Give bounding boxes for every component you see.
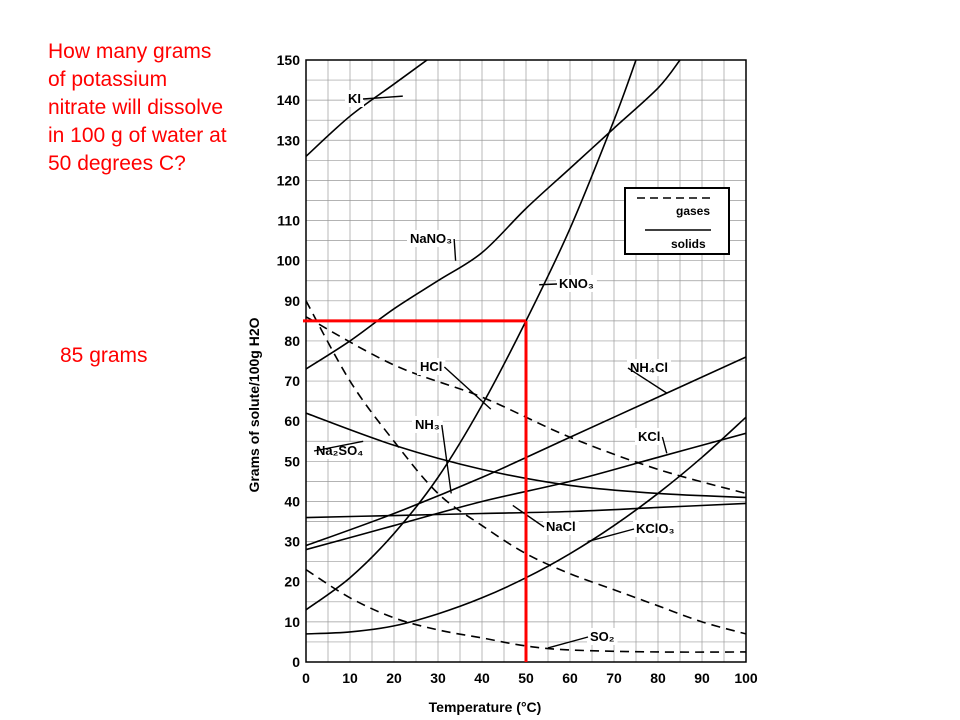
- curve-leader-line: [539, 283, 558, 286]
- curve-leader-line: [661, 436, 668, 454]
- curve-label-kcl: KCl: [638, 429, 660, 444]
- legend-solids-label: solids: [671, 237, 706, 251]
- y-tick-label: 10: [284, 614, 300, 630]
- legend-gases-label: gases: [676, 204, 710, 218]
- y-tick-label: 140: [277, 92, 301, 108]
- y-tick-label: 100: [277, 253, 301, 269]
- y-tick-label: 80: [284, 333, 300, 349]
- curve-label-bg: [627, 359, 671, 376]
- curve-leader-line: [441, 424, 452, 494]
- curve-label-ki: KI: [348, 91, 361, 106]
- answer-annotation: [303, 319, 528, 662]
- series-line-so2: [306, 569, 746, 653]
- x-tick-label: 10: [342, 670, 358, 686]
- y-tick-label: 0: [292, 654, 300, 670]
- curve-label-bg: [543, 518, 579, 535]
- curve-label-nano3: NaNO₃: [410, 231, 452, 246]
- curve-label-bg: [412, 416, 443, 433]
- y-tick-label: 20: [284, 574, 300, 590]
- x-axis-ticks: 0 10 20 30 40 50 60 70 80 90 100: [302, 670, 758, 686]
- x-axis-label: Temperature (°C): [429, 699, 542, 715]
- curve-leader-line: [547, 636, 589, 649]
- y-axis-label: Grams of solute/100g H2O: [246, 317, 262, 492]
- curve-label-kno3: KNO₃: [559, 276, 594, 291]
- y-tick-label: 90: [284, 293, 300, 309]
- series-line-kno3: [306, 60, 637, 611]
- curve-leader-line: [512, 504, 545, 528]
- solubility-curves: [306, 60, 746, 653]
- curve-labels: KI NaNO₃ KNO₃ NH₄Cl KCl NaCl Na₂SO₄ KClO₃ HCl NH₃…: [313, 90, 678, 649]
- x-tick-label: 100: [734, 670, 758, 686]
- series-line-nano3: [306, 60, 681, 370]
- curve-label-so2: SO₂: [590, 629, 615, 644]
- curve-label-nh3: NH₃: [415, 417, 440, 432]
- curve-label-bg: [556, 275, 597, 292]
- curve-label-na2so4: Na₂SO₄: [316, 443, 363, 458]
- x-tick-label: 60: [562, 670, 578, 686]
- x-tick-label: 50: [518, 670, 534, 686]
- y-tick-label: 60: [284, 413, 300, 429]
- y-tick-label: 110: [277, 213, 300, 229]
- series-line-ki: [306, 60, 429, 157]
- series-line-nh3: [306, 300, 746, 635]
- y-tick-label: 130: [277, 132, 301, 148]
- legend: gases solids: [624, 187, 730, 255]
- y-tick-label: 40: [284, 493, 300, 509]
- curve-leader-line: [627, 367, 668, 394]
- y-tick-label: 50: [284, 453, 300, 469]
- curve-label-bg: [635, 428, 664, 445]
- curve-label-nh4cl: NH₄Cl: [630, 360, 668, 375]
- curve-label-nacl: NaCl: [546, 519, 576, 534]
- curve-leader-line: [362, 95, 403, 100]
- y-tick-label: 120: [277, 172, 301, 188]
- y-tick-label: 70: [284, 373, 300, 389]
- curve-leader-line: [443, 366, 492, 410]
- y-tick-label: 150: [277, 52, 301, 68]
- y-axis-ticks: 0 10 20 30 40 50 60 70 80 90 100 110 120 130 140 150: [277, 52, 301, 670]
- curve-label-bg: [407, 230, 456, 247]
- series-line-hcl: [306, 316, 746, 495]
- question-text: How many grams of potassium nitrate will…: [48, 40, 227, 175]
- x-tick-label: 30: [430, 670, 446, 686]
- x-tick-label: 70: [606, 670, 622, 686]
- x-tick-label: 20: [386, 670, 402, 686]
- curve-leader-line: [587, 528, 635, 543]
- curve-label-bg: [345, 90, 364, 107]
- curve-leader-line: [453, 238, 457, 261]
- curve-label-bg: [313, 442, 367, 459]
- curve-label-hcl: HCl: [420, 359, 442, 374]
- curve-label-bg: [417, 358, 446, 375]
- curve-label-bg: [633, 520, 678, 537]
- x-tick-label: 0: [302, 670, 310, 686]
- answer-text: 85 grams: [60, 344, 148, 367]
- y-tick-label: 30: [284, 534, 300, 550]
- curve-label-kclo3: KClO₃: [636, 521, 675, 536]
- x-tick-label: 80: [650, 670, 666, 686]
- curve-label-bg: [587, 628, 618, 645]
- x-tick-label: 40: [474, 670, 490, 686]
- curve-leader-line: [313, 440, 364, 452]
- x-tick-label: 90: [694, 670, 710, 686]
